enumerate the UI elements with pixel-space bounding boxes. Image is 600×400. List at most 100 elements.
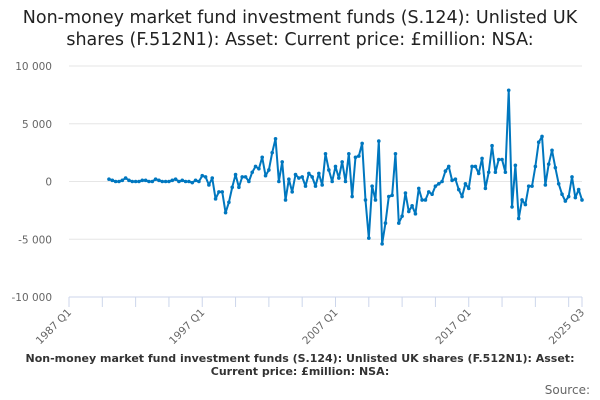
data-point <box>386 194 391 199</box>
data-point <box>413 212 418 216</box>
data-point <box>237 185 241 190</box>
series-line <box>108 89 583 245</box>
data-point <box>510 205 514 209</box>
data-point <box>406 209 411 214</box>
data-point <box>347 151 351 156</box>
data-point <box>207 183 211 187</box>
data-point <box>576 187 581 192</box>
data-point <box>160 179 165 184</box>
data-point <box>140 178 145 183</box>
source-label: Source: <box>544 383 590 397</box>
data-point <box>227 200 231 205</box>
data-point <box>267 168 271 172</box>
data-point <box>370 184 374 188</box>
data-point <box>113 179 118 184</box>
data-point <box>120 178 125 183</box>
data-point <box>147 179 151 184</box>
data-point <box>353 155 358 160</box>
data-point <box>197 179 201 184</box>
data-point <box>220 190 225 194</box>
data-point <box>360 141 364 146</box>
data-point <box>263 173 268 178</box>
data-point <box>473 164 478 169</box>
data-point <box>533 164 538 169</box>
chart-title: Non-money market fund investment funds (… <box>22 8 578 50</box>
data-point <box>566 194 571 199</box>
y-tick-label: 0 <box>45 177 52 189</box>
data-point <box>323 151 328 156</box>
data-point <box>117 179 121 184</box>
data-point <box>483 186 488 191</box>
data-point <box>560 192 564 197</box>
data-point <box>257 166 261 171</box>
data-point <box>550 148 554 153</box>
data-point <box>137 179 141 184</box>
data-point <box>253 164 258 169</box>
data-point <box>213 197 218 201</box>
y-tick-label: 10 000 <box>15 61 52 73</box>
data-point <box>183 179 188 184</box>
data-point <box>293 172 298 177</box>
data-point <box>440 179 444 184</box>
data-point <box>143 178 148 183</box>
data-point <box>157 178 161 183</box>
data-point <box>107 177 111 181</box>
data-point <box>450 178 454 183</box>
data-point <box>396 221 401 225</box>
data-point <box>223 210 228 215</box>
data-point <box>333 164 338 169</box>
data-point <box>317 171 321 176</box>
data-point <box>453 177 458 181</box>
data-point <box>403 191 408 195</box>
data-point <box>436 182 441 186</box>
data-point <box>177 179 181 184</box>
data-point <box>400 214 404 218</box>
data-point <box>273 136 278 141</box>
data-point <box>520 198 524 202</box>
data-point <box>580 198 584 202</box>
y-tick-label: -10 000 <box>11 292 52 304</box>
x-tick-label: 2025 Q3 <box>547 307 587 347</box>
data-point <box>310 175 314 179</box>
data-point <box>163 179 168 184</box>
data-point <box>526 184 531 188</box>
y-tick-label: 5 000 <box>22 119 52 131</box>
data-point <box>203 175 208 179</box>
data-point <box>243 175 248 179</box>
data-point <box>410 203 414 208</box>
data-point <box>463 182 468 186</box>
data-point <box>500 157 504 162</box>
x-tick-label: 2007 Q1 <box>300 307 340 347</box>
data-point <box>416 186 421 191</box>
data-point <box>556 182 561 186</box>
data-point <box>490 143 494 148</box>
data-point <box>496 157 501 162</box>
data-point <box>357 154 361 158</box>
data-point <box>110 178 115 183</box>
data-point <box>480 156 484 161</box>
y-tick-label: -5 000 <box>18 234 52 246</box>
data-point <box>327 168 331 172</box>
data-point <box>493 170 498 175</box>
data-point <box>190 180 195 185</box>
data-point <box>446 164 451 169</box>
data-point <box>167 179 171 184</box>
data-point <box>300 175 304 179</box>
data-point <box>350 194 354 199</box>
data-point <box>210 176 215 180</box>
data-point <box>426 190 431 194</box>
data-point <box>280 160 284 164</box>
data-point <box>376 139 381 143</box>
data-point <box>290 190 294 194</box>
data-point <box>543 183 548 187</box>
data-point <box>393 151 398 156</box>
x-tick-label: 1987 Q1 <box>34 307 74 347</box>
data-point <box>573 195 578 200</box>
data-point <box>513 163 518 168</box>
x-tick-label: 1997 Q1 <box>167 307 207 347</box>
x-axis-label: Non-money market fund investment funds (… <box>25 352 575 378</box>
data-point <box>130 179 135 184</box>
data-point <box>277 179 281 184</box>
data-point <box>170 178 175 183</box>
